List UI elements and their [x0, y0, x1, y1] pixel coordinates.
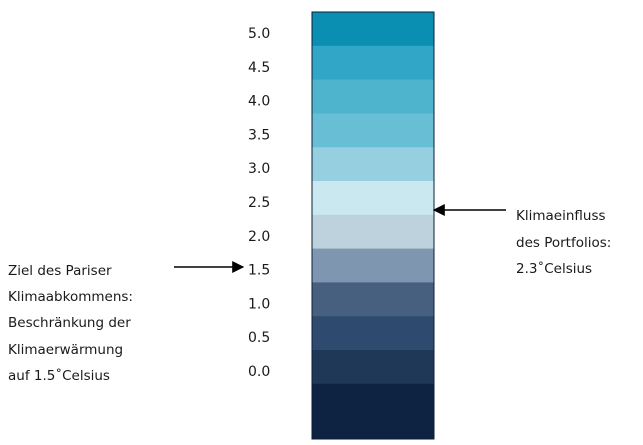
scale-segment	[312, 383, 434, 439]
paris-target-annotation: Ziel des Pariser Klimaabkommens: Beschrä…	[8, 261, 245, 384]
portfolio-annotation: Klimaeinfluss des Portfolios: 2.3˚Celsiu…	[432, 204, 611, 277]
scale-segment	[312, 282, 434, 317]
paris-label-line-3: Beschränkung der	[8, 315, 131, 331]
scale-tick-labels: 5.0 4.5 4.0 3.5 3.0 2.5 2.0 1.5 1.0 0.5 0.0	[248, 26, 270, 380]
scale-segment	[312, 350, 434, 385]
scale-segment	[312, 147, 434, 182]
scale-segment	[312, 79, 434, 114]
scale-tick-label: 0.5	[248, 330, 270, 346]
scale-border	[311, 11, 435, 440]
scale-tick-label: 2.5	[248, 195, 270, 211]
scale-segment	[312, 248, 434, 283]
color-scale-bar	[311, 11, 435, 440]
paris-label-line-1: Ziel des Pariser	[8, 263, 112, 279]
portfolio-label-line-1: Klimaeinfluss	[516, 208, 606, 224]
portfolio-label-line-2: des Portfolios:	[516, 235, 611, 251]
paris-label-line-2: Klimaabkommens:	[8, 289, 133, 305]
paris-label-line-4: Klimaerwärmung	[8, 342, 123, 358]
scale-segment	[312, 45, 434, 81]
scale-segment	[312, 12, 434, 47]
scale-tick-label: 4.5	[248, 60, 270, 76]
scale-segment	[312, 214, 434, 250]
scale-segment	[312, 316, 434, 351]
scale-tick-label: 0.0	[248, 364, 270, 380]
scale-tick-label: 1.5	[248, 263, 270, 279]
scale-segment	[312, 181, 434, 216]
paris-label-line-5: auf 1.5˚Celsius	[8, 367, 110, 384]
scale-tick-label: 3.5	[248, 127, 270, 143]
scale-tick-label: 2.0	[248, 229, 270, 245]
scale-tick-label: 1.0	[248, 296, 270, 312]
scale-segment	[312, 113, 434, 148]
scale-tick-label: 5.0	[248, 26, 270, 42]
scale-tick-label: 4.0	[248, 94, 270, 110]
portfolio-label-line-3: 2.3˚Celsius	[516, 260, 592, 277]
scale-tick-label: 3.0	[248, 161, 270, 177]
